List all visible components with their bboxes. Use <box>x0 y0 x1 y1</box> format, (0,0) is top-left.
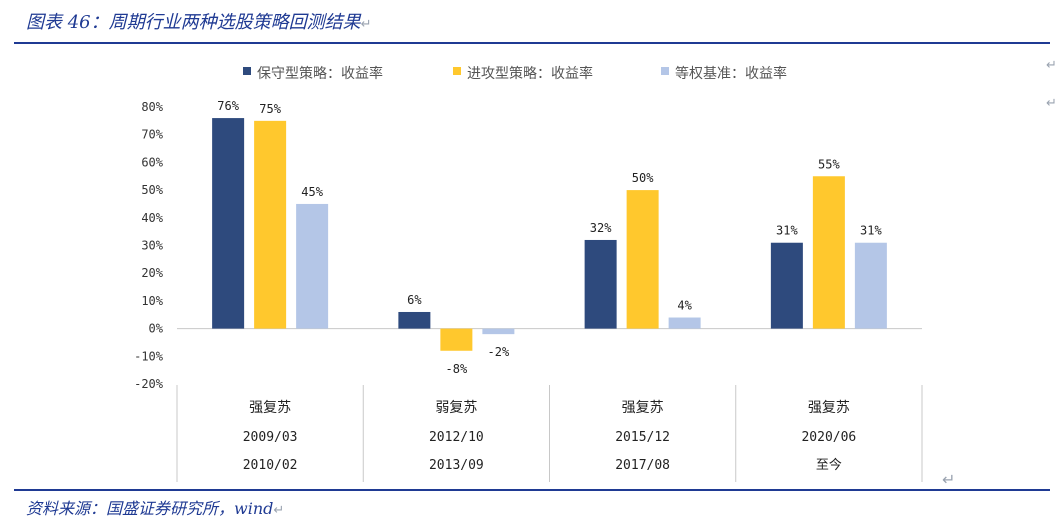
return-mark-icon: ↵ <box>1046 58 1057 73</box>
bar <box>254 120 287 329</box>
figure-title-text: 图表 46：周期行业两种选股策略回测结果 <box>26 12 361 33</box>
y-tick-label: 40% <box>141 211 163 225</box>
bottom-rule <box>14 489 1050 491</box>
data-label: -2% <box>488 345 510 359</box>
data-label: 4% <box>677 299 692 313</box>
y-tick-label: 0% <box>149 322 164 336</box>
data-label: 45% <box>301 185 323 199</box>
y-tick-label: 80% <box>141 100 163 114</box>
category-start-label: 2020/06 <box>801 430 856 445</box>
bar <box>668 317 701 329</box>
return-mark-icon: ↵ <box>360 17 372 32</box>
data-label: 76% <box>217 99 239 113</box>
bar <box>626 190 659 329</box>
category-start-label: 2015/12 <box>615 430 670 445</box>
y-tick-label: 10% <box>141 294 163 308</box>
legend-label: 保守型策略：收益率 <box>257 65 383 82</box>
category-regime-label: 强复苏 <box>808 399 850 416</box>
category-end-label: 至今 <box>816 457 842 473</box>
data-label: 55% <box>818 157 840 171</box>
bar <box>440 328 473 351</box>
y-tick-label: 20% <box>141 266 163 280</box>
source-text: 资料来源：国盛证券研究所，wind <box>26 499 274 518</box>
bar <box>770 242 803 329</box>
category-start-label: 2009/03 <box>243 430 298 445</box>
category-start-label: 2012/10 <box>429 430 484 445</box>
category-end-label: 2017/08 <box>615 458 670 473</box>
y-tick-label: 70% <box>141 128 163 142</box>
category-end-label: 2013/09 <box>429 458 484 473</box>
bar <box>482 328 515 335</box>
bar <box>584 239 617 329</box>
data-label: -8% <box>446 362 468 376</box>
top-rule <box>14 42 1050 44</box>
return-mark-icon: ↵ <box>942 470 956 489</box>
y-tick-label: 30% <box>141 239 163 253</box>
data-label: 6% <box>407 293 422 307</box>
category-end-label: 2010/02 <box>243 458 298 473</box>
data-label: 75% <box>259 102 281 116</box>
bar <box>296 203 329 329</box>
bar <box>854 242 887 329</box>
legend-label: 等权基准：收益率 <box>675 65 787 82</box>
legend-swatch <box>243 67 251 75</box>
category-regime-label: 强复苏 <box>622 399 664 416</box>
data-label: 32% <box>590 221 612 235</box>
bar <box>212 118 245 329</box>
legend-swatch <box>661 67 669 75</box>
return-mark-icon: ↵ <box>1046 96 1057 111</box>
y-tick-label: -20% <box>134 377 164 391</box>
legend-label: 进攻型策略：收益率 <box>467 65 593 82</box>
data-label: 31% <box>776 224 798 238</box>
y-tick-label: -10% <box>134 349 164 363</box>
category-regime-label: 弱复苏 <box>435 399 477 416</box>
y-tick-label: 50% <box>141 183 163 197</box>
category-regime-label: 强复苏 <box>249 399 291 416</box>
bar <box>812 176 845 329</box>
y-tick-label: 60% <box>141 155 163 169</box>
return-mark-icon: ↵ <box>273 503 285 518</box>
data-label: 50% <box>632 171 654 185</box>
source-note: 资料来源：国盛证券研究所，wind↵ <box>26 495 284 519</box>
bar <box>398 311 431 329</box>
legend-swatch <box>453 67 461 75</box>
figure-title: 图表 46：周期行业两种选股策略回测结果↵ <box>26 8 372 34</box>
data-label: 31% <box>860 224 882 238</box>
